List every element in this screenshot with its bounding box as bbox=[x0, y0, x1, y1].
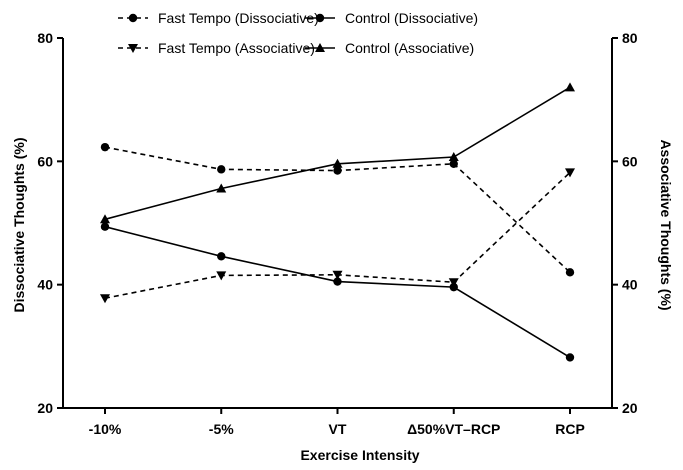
series-2 bbox=[100, 222, 575, 362]
legend-marker bbox=[315, 43, 325, 52]
right-y-axis-title: Associative Thoughts (%) bbox=[658, 139, 674, 310]
data-point bbox=[332, 270, 343, 280]
x-tick-label: -5% bbox=[209, 421, 234, 437]
data-point bbox=[565, 82, 575, 92]
data-point bbox=[217, 165, 226, 174]
series-3 bbox=[100, 168, 575, 304]
data-point bbox=[448, 278, 459, 288]
data-point bbox=[565, 353, 575, 362]
series-1 bbox=[100, 142, 575, 277]
x-tick-label: -10% bbox=[89, 421, 122, 437]
data-point bbox=[217, 252, 226, 261]
right-y-tick-label: 20 bbox=[622, 400, 638, 416]
left-y-tick-label: 80 bbox=[37, 30, 53, 46]
series-4 bbox=[100, 82, 575, 224]
x-axis-title: Exercise Intensity bbox=[300, 447, 419, 463]
data-point bbox=[216, 183, 227, 193]
data-point bbox=[448, 152, 459, 162]
right-y-tick-label: 60 bbox=[622, 153, 638, 169]
left-y-tick-label: 60 bbox=[37, 153, 53, 169]
legend-marker bbox=[315, 13, 325, 23]
x-tick-label: VT bbox=[329, 421, 347, 437]
legend-label: Control (Associative) bbox=[345, 40, 474, 56]
data-point bbox=[565, 268, 575, 277]
left-y-tick-label: 40 bbox=[37, 277, 53, 293]
data-point bbox=[100, 294, 110, 304]
legend-marker bbox=[128, 44, 138, 53]
legend: Fast Tempo (Dissociative) Control (Dissoc… bbox=[118, 10, 478, 56]
legend-item: Control (Dissociative) bbox=[305, 10, 478, 26]
data-point bbox=[216, 271, 227, 281]
data-point bbox=[333, 166, 342, 175]
data-point bbox=[100, 222, 110, 231]
axes: 20 20 40 40 60 60 80 80 -10% -5% VT Δ50%VT–RCP RCP bbox=[37, 30, 637, 437]
series-layer bbox=[100, 82, 575, 362]
data-point bbox=[449, 159, 458, 168]
legend-item: Control (Associative) bbox=[305, 40, 474, 56]
legend-item: Fast Tempo (Associative) bbox=[118, 40, 315, 56]
legend-label: Fast Tempo (Associative) bbox=[158, 40, 315, 56]
data-point bbox=[100, 214, 110, 224]
x-tick-label: RCP bbox=[555, 421, 585, 437]
x-tick-label: Δ50%VT–RCP bbox=[407, 421, 500, 437]
series-line bbox=[104, 225, 571, 359]
legend-label: Control (Dissociative) bbox=[345, 10, 478, 26]
series-line bbox=[104, 86, 571, 221]
data-point bbox=[332, 158, 343, 168]
legend-item: Fast Tempo (Dissociative) bbox=[118, 10, 319, 26]
right-y-tick-label: 40 bbox=[622, 277, 638, 293]
data-point bbox=[100, 142, 110, 152]
left-y-tick-label: 20 bbox=[37, 400, 53, 416]
data-point bbox=[333, 277, 342, 286]
right-y-tick-label: 80 bbox=[622, 30, 638, 46]
data-point bbox=[565, 168, 575, 178]
left-y-axis-title: Dissociative Thoughts (%) bbox=[11, 137, 27, 312]
legend-marker bbox=[128, 13, 138, 23]
legend-label: Fast Tempo (Dissociative) bbox=[158, 10, 319, 26]
